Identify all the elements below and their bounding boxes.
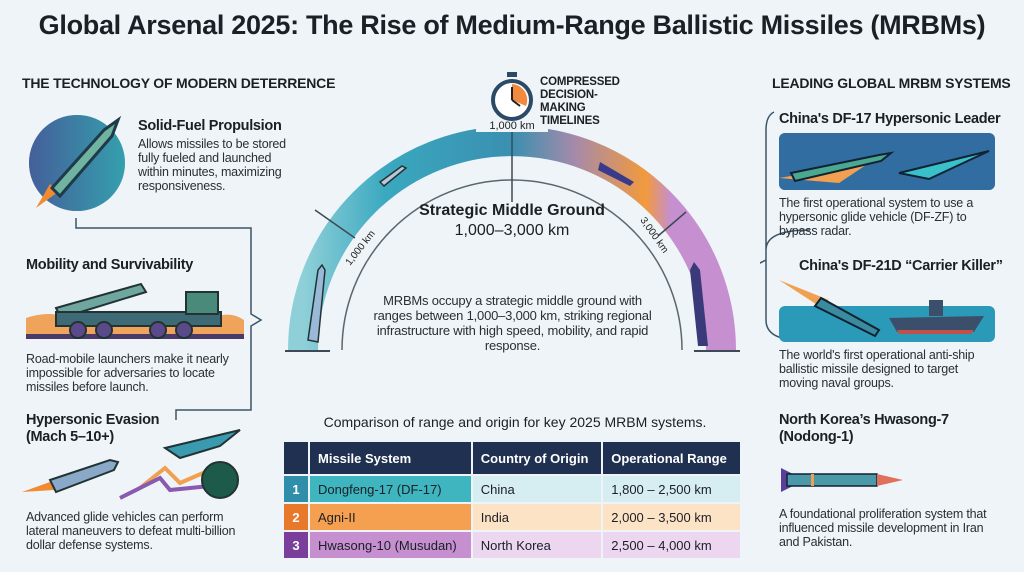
item-text: Road-mobile launchers make it nearly imp… <box>26 352 229 394</box>
cell-system: Agni-II <box>310 504 471 530</box>
hwasong7-missile-icon <box>781 468 903 492</box>
missile-icon <box>598 162 634 186</box>
cell-range: 2,000 – 3,500 km <box>603 504 740 530</box>
table-row: 3 Hwasong-10 (Musudan) North Korea 2,500… <box>284 532 740 558</box>
arc-title: Strategic Middle Ground <box>419 202 605 219</box>
item-text: Allows missiles to be stored fully fuele… <box>138 137 286 193</box>
cell-country: India <box>472 504 602 530</box>
comparison-table: Missile System Country of Origin Operati… <box>282 440 742 560</box>
row-number: 2 <box>284 504 308 530</box>
rocket-icon <box>29 115 125 211</box>
item-text: The first operational system to use a hy… <box>779 196 974 238</box>
left-section-heading: THE TECHNOLOGY OF MODERN DETERRENCE <box>22 75 336 91</box>
table-row: 1 Dongfeng-17 (DF-17) China 1,800 – 2,50… <box>284 476 740 502</box>
df21d-illustration <box>779 280 995 342</box>
item-title: Solid-Fuel Propulsion <box>138 118 282 134</box>
row-number: 1 <box>284 476 308 502</box>
table-row: 2 Agni-II India 2,000 – 3,500 km <box>284 504 740 530</box>
range-arc-diagram: 1,000 km 1,000 km 3,000 km <box>285 118 740 352</box>
item-text: A foundational proliferation system that… <box>779 507 987 549</box>
arc-description: MRBMs occupy a strategic middle ground w… <box>373 293 652 353</box>
cell-system: Hwasong-10 (Musudan) <box>310 532 471 558</box>
item-title: Hypersonic Evasion (Mach 5–10+) <box>26 412 160 445</box>
item-title: China's DF-17 Hypersonic Leader <box>779 111 1001 127</box>
cell-range: 1,800 – 2,500 km <box>603 476 740 502</box>
row-number: 3 <box>284 532 308 558</box>
item-title: Mobility and Survivability <box>26 257 194 273</box>
df17-illustration <box>779 133 995 190</box>
column-header: Operational Range <box>603 442 740 474</box>
missile-icon <box>307 263 326 343</box>
launcher-truck-icon <box>26 282 244 339</box>
glide-vehicle-radar-icon <box>22 429 241 500</box>
cell-range: 2,500 – 4,000 km <box>603 532 740 558</box>
arc-range: 1,000–3,000 km <box>454 222 570 239</box>
cell-country: North Korea <box>472 532 602 558</box>
cell-system: Dongfeng-17 (DF-17) <box>310 476 471 502</box>
item-text: Advanced glide vehicles can perform late… <box>26 510 236 552</box>
item-title: China's DF-21D “Carrier Killer” <box>799 258 1003 274</box>
page-title: Global Arsenal 2025: The Rise of Medium-… <box>38 10 986 40</box>
column-header: Country of Origin <box>472 442 602 474</box>
column-header: Missile System <box>310 442 471 474</box>
missile-icon <box>690 262 708 346</box>
timeline-label: COMPRESSED DECISION-MAKING TIMELINES <box>540 76 620 127</box>
table-caption: Comparison of range and origin for key 2… <box>323 414 707 430</box>
right-section-heading: LEADING GLOBAL MRBM SYSTEMS <box>772 75 1011 91</box>
missile-icon <box>378 165 408 188</box>
stopwatch-icon <box>491 72 533 121</box>
bracket-connector <box>75 218 263 420</box>
tick-label-top: 1,000 km <box>489 120 534 132</box>
cell-country: China <box>472 476 602 502</box>
table-header-row: Missile System Country of Origin Operati… <box>284 442 740 474</box>
item-title: North Korea’s Hwasong-7 (Nodong-1) <box>779 412 949 445</box>
item-text: The world's first operational anti-ship … <box>779 348 975 390</box>
